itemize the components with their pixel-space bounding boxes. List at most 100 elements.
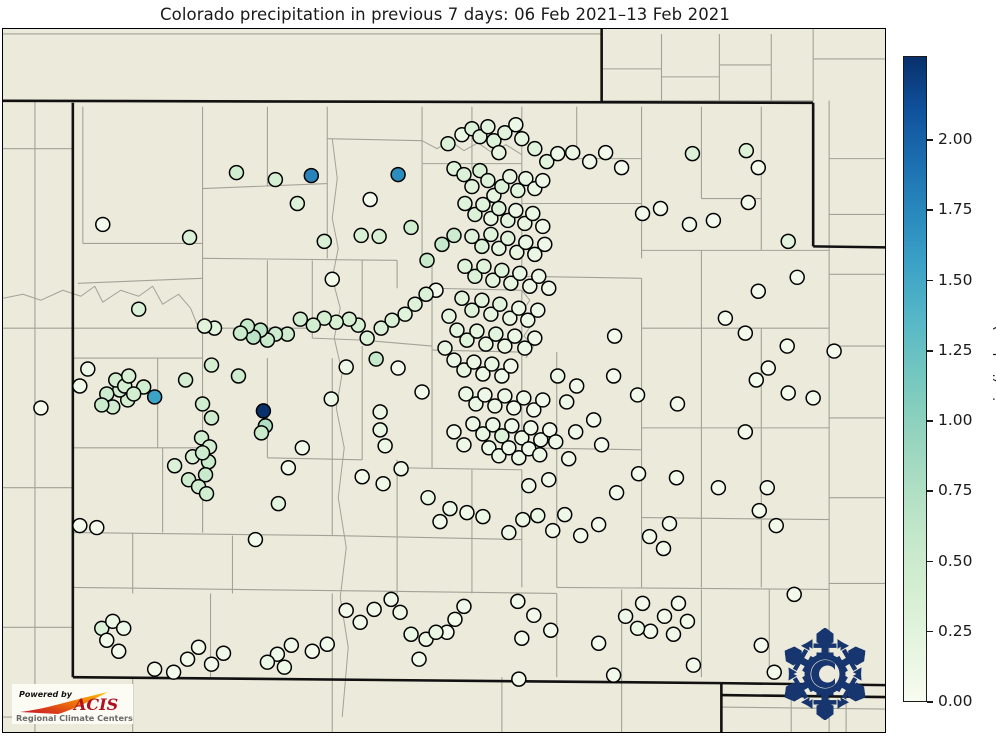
station-marker[interactable]: [270, 495, 287, 512]
station-marker[interactable]: [475, 426, 491, 442]
station-marker[interactable]: [446, 352, 462, 368]
station-marker[interactable]: [515, 511, 531, 528]
station-marker[interactable]: [203, 410, 220, 426]
station-marker[interactable]: [458, 386, 474, 402]
station-marker[interactable]: [535, 392, 551, 408]
station-marker[interactable]: [230, 368, 247, 384]
station-marker[interactable]: [146, 661, 163, 677]
station-marker[interactable]: [531, 268, 547, 285]
station-marker[interactable]: [177, 372, 194, 388]
station-marker[interactable]: [500, 230, 516, 247]
station-marker[interactable]: [353, 227, 369, 244]
station-marker[interactable]: [80, 361, 96, 377]
station-marker[interactable]: [789, 269, 805, 286]
station-marker[interactable]: [464, 228, 480, 245]
station-marker[interactable]: [456, 362, 472, 378]
station-marker[interactable]: [564, 144, 581, 161]
station-marker[interactable]: [475, 508, 491, 525]
station-marker[interactable]: [280, 460, 297, 476]
station-marker[interactable]: [521, 477, 537, 494]
station-marker[interactable]: [548, 434, 564, 450]
station-marker[interactable]: [472, 162, 488, 179]
station-marker[interactable]: [72, 517, 88, 534]
station-marker[interactable]: [197, 467, 214, 483]
station-marker[interactable]: [606, 328, 623, 344]
station-marker[interactable]: [373, 320, 389, 336]
station-marker[interactable]: [115, 620, 132, 637]
station-marker[interactable]: [253, 425, 270, 441]
station-marker[interactable]: [247, 531, 264, 548]
station-marker[interactable]: [679, 613, 696, 630]
station-marker[interactable]: [338, 359, 354, 375]
station-marker[interactable]: [483, 210, 499, 227]
station-marker[interactable]: [608, 484, 625, 501]
station-marker[interactable]: [656, 608, 673, 625]
station-marker[interactable]: [457, 258, 473, 275]
station-marker[interactable]: [560, 451, 577, 467]
station-marker[interactable]: [467, 206, 483, 223]
station-marker[interactable]: [545, 522, 561, 539]
station-marker[interactable]: [750, 283, 767, 299]
station-marker[interactable]: [753, 637, 770, 653]
station-marker[interactable]: [474, 292, 490, 308]
station-marker[interactable]: [338, 602, 354, 619]
station-marker[interactable]: [255, 403, 272, 419]
station-marker[interactable]: [590, 635, 607, 651]
station-marker[interactable]: [684, 145, 701, 162]
station-marker[interactable]: [485, 272, 501, 289]
station-marker[interactable]: [630, 466, 647, 482]
station-marker[interactable]: [447, 611, 463, 628]
station-marker[interactable]: [501, 524, 517, 541]
station-marker[interactable]: [748, 372, 765, 388]
station-marker[interactable]: [89, 519, 105, 536]
station-marker[interactable]: [437, 340, 453, 356]
station-marker[interactable]: [517, 340, 533, 356]
station-marker[interactable]: [130, 301, 147, 317]
station-marker[interactable]: [514, 130, 530, 147]
station-marker[interactable]: [407, 296, 423, 312]
station-marker[interactable]: [518, 170, 534, 187]
station-marker[interactable]: [120, 368, 137, 384]
station-marker[interactable]: [590, 516, 607, 533]
station-marker[interactable]: [390, 360, 406, 376]
station-marker[interactable]: [527, 246, 543, 263]
station-marker[interactable]: [368, 351, 384, 367]
station-marker[interactable]: [316, 310, 333, 326]
station-marker[interactable]: [483, 226, 499, 243]
station-marker[interactable]: [537, 236, 553, 253]
station-marker[interactable]: [681, 216, 698, 233]
station-marker[interactable]: [511, 300, 527, 316]
station-marker[interactable]: [526, 402, 542, 418]
station-marker[interactable]: [397, 306, 413, 322]
station-marker[interactable]: [629, 620, 646, 637]
station-marker[interactable]: [497, 124, 513, 141]
station-marker[interactable]: [760, 360, 776, 376]
station-marker[interactable]: [352, 614, 368, 631]
station-marker[interactable]: [303, 167, 320, 184]
station-marker[interactable]: [503, 358, 519, 374]
station-marker[interactable]: [484, 356, 500, 372]
station-marker[interactable]: [766, 664, 782, 680]
station-marker[interactable]: [480, 172, 496, 189]
station-marker[interactable]: [652, 200, 669, 217]
station-marker[interactable]: [504, 418, 520, 434]
station-marker[interactable]: [786, 586, 802, 603]
station-marker[interactable]: [685, 657, 702, 673]
station-marker[interactable]: [488, 326, 504, 342]
station-marker[interactable]: [467, 268, 483, 285]
station-marker[interactable]: [181, 229, 198, 246]
station-marker[interactable]: [459, 332, 475, 348]
station-marker[interactable]: [487, 398, 503, 414]
station-marker[interactable]: [539, 153, 555, 170]
station-marker[interactable]: [354, 468, 370, 485]
station-marker[interactable]: [497, 338, 513, 354]
station-marker[interactable]: [535, 218, 551, 235]
station-marker[interactable]: [634, 205, 651, 222]
station-marker[interactable]: [440, 135, 456, 152]
station-marker[interactable]: [146, 389, 163, 405]
station-marker[interactable]: [403, 219, 419, 236]
station-marker[interactable]: [228, 164, 245, 181]
station-marker[interactable]: [475, 196, 491, 213]
station-marker[interactable]: [597, 144, 614, 161]
station-marker[interactable]: [669, 396, 686, 412]
